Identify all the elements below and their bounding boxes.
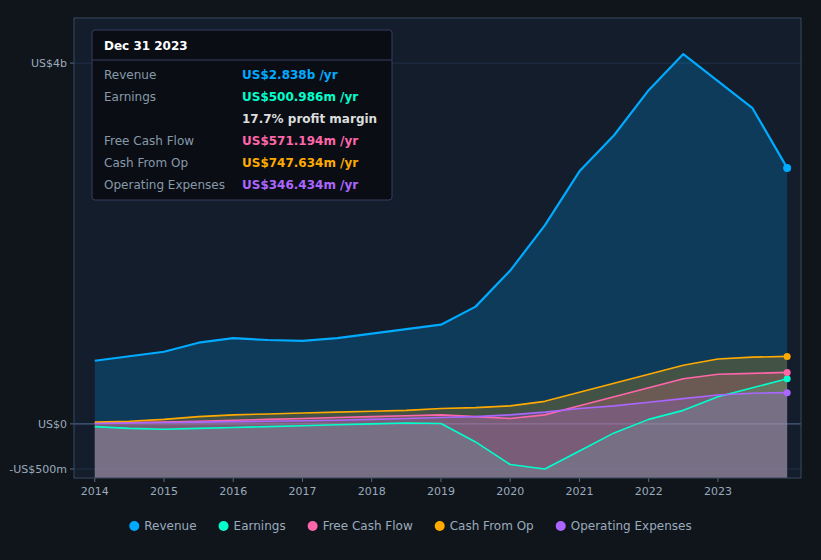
tooltip-label: Free Cash Flow [104,134,194,148]
tooltip-label: Earnings [104,90,156,104]
tick-mark [233,478,234,482]
tick-mark [440,478,441,482]
tick-mark [302,478,303,482]
end-dot [783,164,791,172]
tick-mark [510,478,511,482]
line [95,356,787,422]
tick-label: 2014 [81,485,109,498]
legend-swatch [129,521,139,531]
legend-swatch [219,521,229,531]
tooltip-title: Dec 31 2023 [104,39,188,53]
legend-label: Cash From Op [450,519,534,533]
tick-label: 2018 [358,485,386,498]
tooltip-label: Revenue [104,68,156,82]
tick-mark [70,63,74,64]
legend: Revenue Earnings Free Cash Flow Cash From O… [129,519,691,533]
tick-mark [70,468,74,469]
tooltip-value: US$500.986m /yr [242,90,358,104]
legend-label: Earnings [234,519,286,533]
legend-label: Operating Expenses [571,519,692,533]
tooltip-label: Cash From Op [104,156,188,170]
tick-label: 2022 [635,485,663,498]
end-dot [784,353,791,360]
tooltip: Dec 31 2023 Revenue US$2.838b /yr Earnings U… [92,30,392,200]
tick-label: -US$500m [9,463,67,476]
end-dot [784,389,791,396]
end-dot [784,375,791,382]
tick-label: US$0 [38,418,67,431]
legend-label: Free Cash Flow [323,519,413,533]
tick-label: 2020 [496,485,524,498]
tick-mark [579,478,580,482]
legend-label: Revenue [144,519,196,533]
tooltip-value: US$346.434m /yr [242,178,358,192]
tooltip-value: US$747.634m /yr [242,156,358,170]
legend-item: Free Cash Flow [308,519,413,533]
background [0,0,821,560]
chart: -US$500mUS$0US$4b20142015201620172018201… [0,0,821,560]
tooltip-label: Operating Expenses [104,178,225,192]
plot-background [74,18,801,478]
area [95,356,787,478]
x-axis: 2014 2015 2016 2017 2018 2019 2020 2021 2022 2023 [81,478,732,498]
tick-label: 2019 [427,485,455,498]
tooltip-value: 17.7% profit margin [242,112,377,126]
tick-label: 2015 [150,485,178,498]
tooltip-box [92,30,392,200]
end-dot [784,369,791,376]
tooltip-value: US$2.838b /yr [242,68,338,82]
legend-item: Earnings [219,519,286,533]
area [95,393,787,478]
tick-mark [648,478,649,482]
line [95,379,787,469]
tick-label: 2016 [219,485,247,498]
tick-label: 2021 [565,485,593,498]
tooltip-value: US$571.194m /yr [242,134,358,148]
legend-swatch [308,521,318,531]
tick-label: US$4b [31,57,67,70]
plot-frame [74,18,801,478]
tick-mark [164,478,165,482]
y-axis: -US$500m US$0 US$4b [9,57,74,476]
legend-item: Cash From Op [435,519,534,533]
tick-mark [717,478,718,482]
legend-swatch [556,521,566,531]
line [95,372,787,423]
tick-mark [371,478,372,482]
tick-mark [94,478,95,482]
tick-mark [70,423,74,424]
legend-swatch [435,521,445,531]
legend-item: Revenue [129,519,196,533]
tick-label: 2017 [288,485,316,498]
legend-item: Operating Expenses [556,519,692,533]
line [95,393,787,424]
tick-label: 2023 [704,485,732,498]
separator [92,60,392,61]
